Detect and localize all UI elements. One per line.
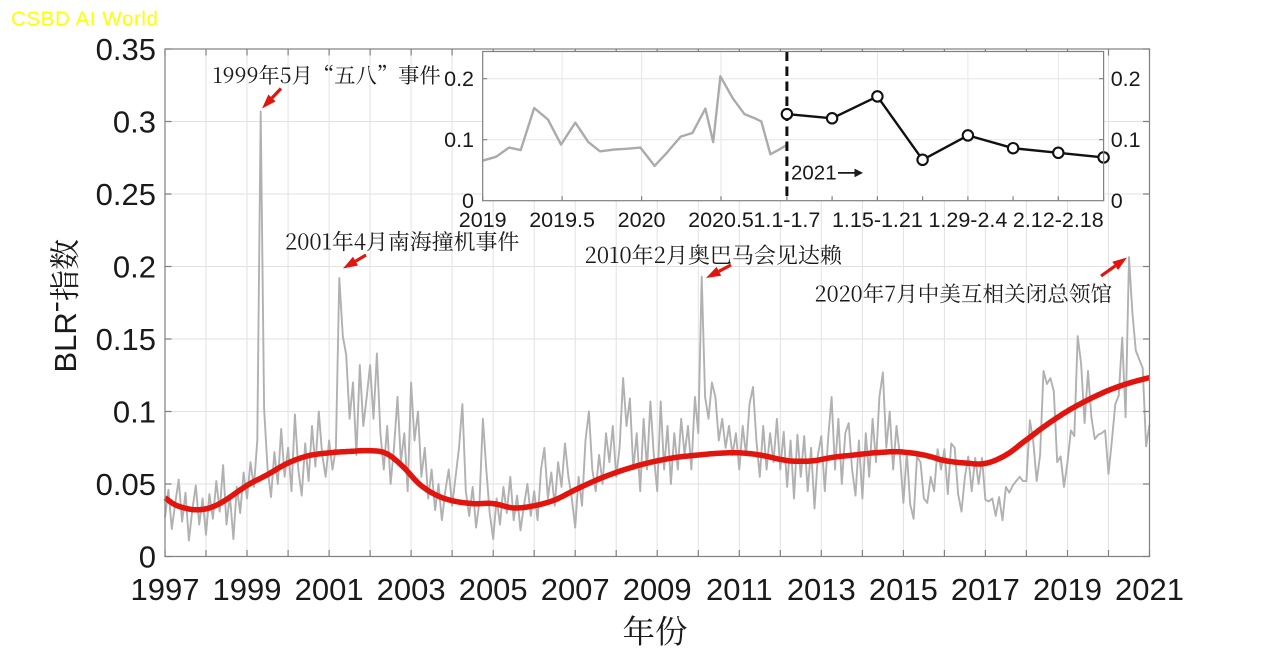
svg-text:0.3: 0.3 — [113, 105, 156, 140]
svg-text:2013: 2013 — [787, 572, 856, 607]
svg-text:0.2: 0.2 — [113, 250, 156, 285]
svg-text:1.29-2.4: 1.29-2.4 — [928, 208, 1007, 232]
svg-text:2020.5: 2020.5 — [688, 208, 754, 232]
svg-text:1.1-1.7: 1.1-1.7 — [753, 208, 820, 232]
svg-text:0.25: 0.25 — [96, 177, 156, 212]
svg-text:BLR: BLR — [48, 312, 83, 372]
svg-text:1997: 1997 — [131, 572, 200, 607]
svg-text:0.2: 0.2 — [1111, 67, 1141, 91]
svg-text:2019: 2019 — [459, 208, 507, 232]
svg-text:2.12-2.18: 2.12-2.18 — [1013, 208, 1104, 232]
svg-text:0.1: 0.1 — [444, 128, 474, 152]
svg-text:1999: 1999 — [213, 572, 282, 607]
svg-text:2003: 2003 — [377, 572, 446, 607]
svg-text:2019: 2019 — [1033, 572, 1102, 607]
svg-text:2019.5: 2019.5 — [529, 208, 595, 232]
svg-text:0: 0 — [139, 540, 156, 575]
svg-text:2009: 2009 — [623, 572, 692, 607]
svg-text:2011: 2011 — [706, 572, 773, 607]
svg-text:0.2: 0.2 — [444, 67, 474, 91]
svg-text:2001: 2001 — [295, 572, 364, 607]
svg-text:0: 0 — [462, 189, 474, 213]
svg-text:2020: 2020 — [618, 208, 666, 232]
svg-text:0: 0 — [1111, 189, 1123, 213]
svg-text:0.35: 0.35 — [96, 32, 156, 67]
svg-text:2021: 2021 — [791, 162, 837, 185]
svg-text:0.15: 0.15 — [96, 322, 156, 357]
svg-text:2007: 2007 — [541, 572, 610, 607]
svg-text:2015: 2015 — [869, 572, 938, 607]
svg-text:0.05: 0.05 — [96, 467, 156, 502]
svg-text:CSBD AI World: CSBD AI World — [11, 7, 159, 30]
svg-text:0.1: 0.1 — [1111, 128, 1141, 152]
svg-text:2005: 2005 — [459, 572, 528, 607]
svg-text:2021: 2021 — [1115, 572, 1184, 607]
svg-text:2017: 2017 — [951, 572, 1020, 607]
svg-text:1.15-1.21: 1.15-1.21 — [832, 208, 923, 232]
svg-text:0.1: 0.1 — [113, 395, 156, 430]
